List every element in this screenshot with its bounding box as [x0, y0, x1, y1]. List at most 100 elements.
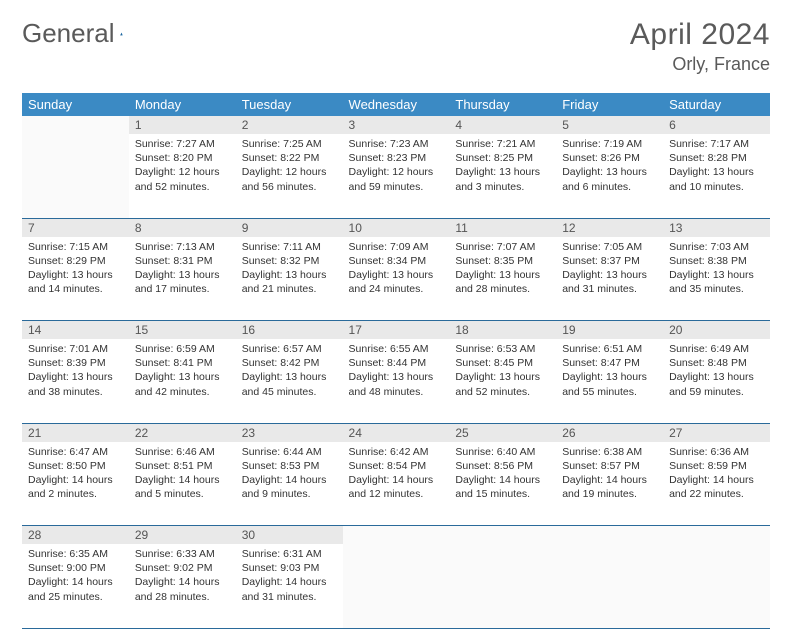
daylight-text: Daylight: 12 hours and 59 minutes.: [349, 165, 444, 193]
sunrise-text: Sunrise: 6:49 AM: [669, 342, 764, 356]
day-details-cell: Sunrise: 7:23 AMSunset: 8:23 PMDaylight:…: [343, 134, 450, 218]
day-number-cell: 3: [343, 116, 450, 134]
day-number-cell: 7: [22, 218, 129, 237]
daylight-text: Daylight: 12 hours and 56 minutes.: [242, 165, 337, 193]
sunrise-text: Sunrise: 6:42 AM: [349, 445, 444, 459]
day-number: 2: [242, 118, 249, 132]
day-number-cell: 21: [22, 423, 129, 442]
sunrise-text: Sunrise: 6:51 AM: [562, 342, 657, 356]
day-details-cell: Sunrise: 6:55 AMSunset: 8:44 PMDaylight:…: [343, 339, 450, 423]
daylight-text: Daylight: 13 hours and 48 minutes.: [349, 370, 444, 398]
daylight-text: Daylight: 13 hours and 35 minutes.: [669, 268, 764, 296]
day-number-cell: 9: [236, 218, 343, 237]
day-details-cell: Sunrise: 6:51 AMSunset: 8:47 PMDaylight:…: [556, 339, 663, 423]
weekday-header: Monday: [129, 93, 236, 116]
day-details-cell: Sunrise: 6:40 AMSunset: 8:56 PMDaylight:…: [449, 442, 556, 526]
day-number: 19: [562, 323, 575, 337]
sunrise-text: Sunrise: 7:03 AM: [669, 240, 764, 254]
daylight-text: Daylight: 13 hours and 42 minutes.: [135, 370, 230, 398]
day-number: 23: [242, 426, 255, 440]
sunrise-text: Sunrise: 7:25 AM: [242, 137, 337, 151]
sunset-text: Sunset: 8:57 PM: [562, 459, 657, 473]
day-details-cell: [343, 544, 450, 628]
sunrise-text: Sunrise: 6:36 AM: [669, 445, 764, 459]
day-number: 13: [669, 221, 682, 235]
day-number-cell: 30: [236, 526, 343, 545]
day-number-cell: 22: [129, 423, 236, 442]
daylight-text: Daylight: 13 hours and 52 minutes.: [455, 370, 550, 398]
sunrise-text: Sunrise: 6:53 AM: [455, 342, 550, 356]
day-details-cell: Sunrise: 7:11 AMSunset: 8:32 PMDaylight:…: [236, 237, 343, 321]
sunset-text: Sunset: 8:44 PM: [349, 356, 444, 370]
sunrise-text: Sunrise: 6:35 AM: [28, 547, 123, 561]
day-number: 20: [669, 323, 682, 337]
logo-text-1: General: [22, 18, 115, 49]
daylight-text: Daylight: 14 hours and 9 minutes.: [242, 473, 337, 501]
day-number-row: 123456: [22, 116, 770, 134]
day-details-cell: Sunrise: 6:49 AMSunset: 8:48 PMDaylight:…: [663, 339, 770, 423]
day-number: 12: [562, 221, 575, 235]
day-details-cell: Sunrise: 7:19 AMSunset: 8:26 PMDaylight:…: [556, 134, 663, 218]
day-number-cell: 1: [129, 116, 236, 134]
sunrise-text: Sunrise: 7:19 AM: [562, 137, 657, 151]
daylight-text: Daylight: 13 hours and 21 minutes.: [242, 268, 337, 296]
daylight-text: Daylight: 13 hours and 59 minutes.: [669, 370, 764, 398]
day-details-row: Sunrise: 7:15 AMSunset: 8:29 PMDaylight:…: [22, 237, 770, 321]
day-number-row: 14151617181920: [22, 321, 770, 340]
sunset-text: Sunset: 9:02 PM: [135, 561, 230, 575]
day-number-cell: [343, 526, 450, 545]
day-number: 27: [669, 426, 682, 440]
sunset-text: Sunset: 8:47 PM: [562, 356, 657, 370]
day-number-cell: 17: [343, 321, 450, 340]
daylight-text: Daylight: 13 hours and 28 minutes.: [455, 268, 550, 296]
day-number-cell: 19: [556, 321, 663, 340]
sunset-text: Sunset: 9:00 PM: [28, 561, 123, 575]
day-details-cell: Sunrise: 6:35 AMSunset: 9:00 PMDaylight:…: [22, 544, 129, 628]
daylight-text: Daylight: 14 hours and 12 minutes.: [349, 473, 444, 501]
day-number-cell: [22, 116, 129, 134]
weekday-header: Sunday: [22, 93, 129, 116]
day-number-cell: 28: [22, 526, 129, 545]
daylight-text: Daylight: 14 hours and 25 minutes.: [28, 575, 123, 603]
day-details-cell: Sunrise: 6:47 AMSunset: 8:50 PMDaylight:…: [22, 442, 129, 526]
day-number-cell: 6: [663, 116, 770, 134]
month-title: April 2024: [630, 18, 770, 52]
day-number-cell: 24: [343, 423, 450, 442]
day-details-cell: Sunrise: 7:27 AMSunset: 8:20 PMDaylight:…: [129, 134, 236, 218]
day-number: 5: [562, 118, 569, 132]
daylight-text: Daylight: 13 hours and 38 minutes.: [28, 370, 123, 398]
day-details-cell: Sunrise: 6:46 AMSunset: 8:51 PMDaylight:…: [129, 442, 236, 526]
sunrise-text: Sunrise: 7:13 AM: [135, 240, 230, 254]
weekday-header-row: Sunday Monday Tuesday Wednesday Thursday…: [22, 93, 770, 116]
sunrise-text: Sunrise: 7:17 AM: [669, 137, 764, 151]
day-number: 3: [349, 118, 356, 132]
sunset-text: Sunset: 8:25 PM: [455, 151, 550, 165]
day-details-cell: Sunrise: 7:07 AMSunset: 8:35 PMDaylight:…: [449, 237, 556, 321]
day-details-cell: Sunrise: 7:09 AMSunset: 8:34 PMDaylight:…: [343, 237, 450, 321]
day-details-cell: Sunrise: 6:38 AMSunset: 8:57 PMDaylight:…: [556, 442, 663, 526]
day-number-cell: 13: [663, 218, 770, 237]
day-number-cell: 11: [449, 218, 556, 237]
sunset-text: Sunset: 8:32 PM: [242, 254, 337, 268]
sunset-text: Sunset: 8:34 PM: [349, 254, 444, 268]
sunrise-text: Sunrise: 6:55 AM: [349, 342, 444, 356]
day-details-cell: Sunrise: 7:03 AMSunset: 8:38 PMDaylight:…: [663, 237, 770, 321]
sunrise-text: Sunrise: 7:27 AM: [135, 137, 230, 151]
day-number-row: 78 9 10 11 12 13: [22, 218, 770, 237]
day-details-cell: Sunrise: 6:33 AMSunset: 9:02 PMDaylight:…: [129, 544, 236, 628]
daylight-text: Daylight: 14 hours and 5 minutes.: [135, 473, 230, 501]
sunset-text: Sunset: 8:50 PM: [28, 459, 123, 473]
sunrise-text: Sunrise: 6:47 AM: [28, 445, 123, 459]
day-details-cell: [449, 544, 556, 628]
day-number: 8: [135, 221, 142, 235]
day-number: 10: [349, 221, 362, 235]
daylight-text: Daylight: 12 hours and 52 minutes.: [135, 165, 230, 193]
sunrise-text: Sunrise: 6:44 AM: [242, 445, 337, 459]
day-number: 9: [242, 221, 249, 235]
sunrise-text: Sunrise: 6:46 AM: [135, 445, 230, 459]
daylight-text: Daylight: 14 hours and 22 minutes.: [669, 473, 764, 501]
sunset-text: Sunset: 9:03 PM: [242, 561, 337, 575]
day-details-cell: Sunrise: 6:42 AMSunset: 8:54 PMDaylight:…: [343, 442, 450, 526]
day-number-cell: 20: [663, 321, 770, 340]
day-details-cell: Sunrise: 7:17 AMSunset: 8:28 PMDaylight:…: [663, 134, 770, 218]
